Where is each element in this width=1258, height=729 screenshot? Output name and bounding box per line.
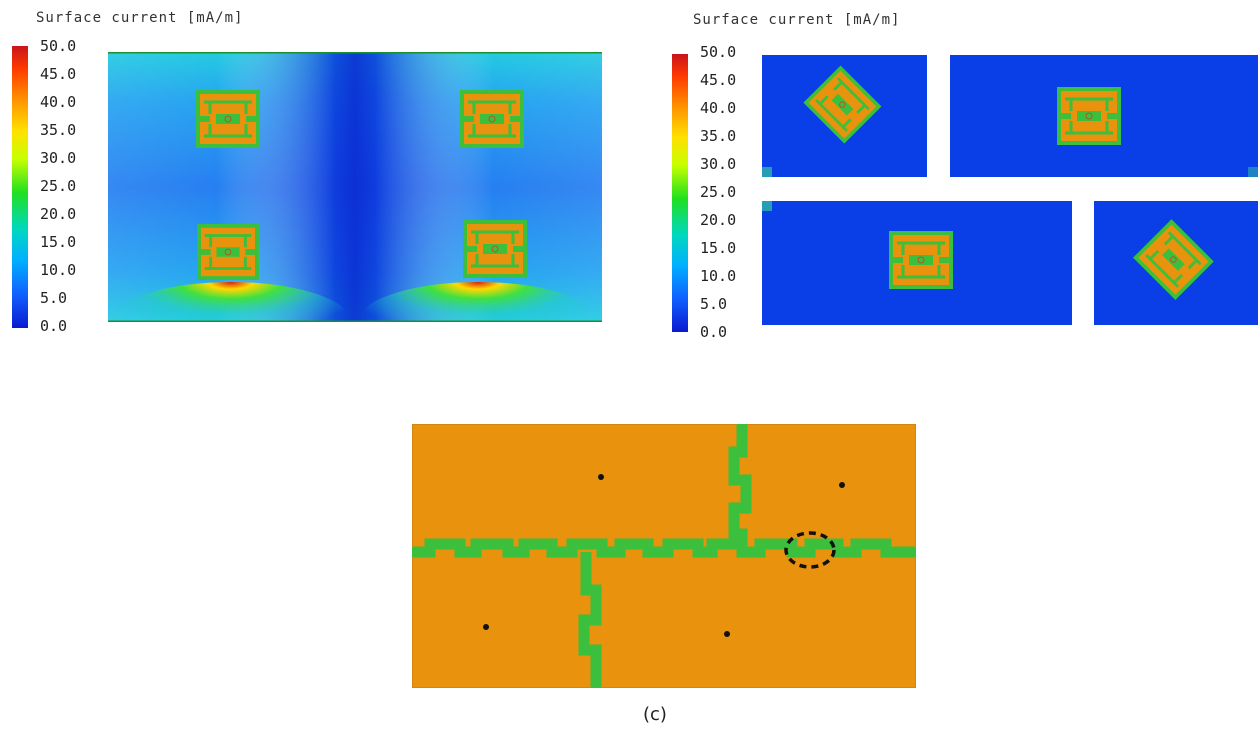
panel-a-colorbar <box>12 46 28 328</box>
horizontal-meander-slot <box>412 538 916 558</box>
panel-b-colorbar <box>672 54 688 332</box>
tick-label: 20.0 <box>40 205 77 223</box>
tick-label: 5.0 <box>40 289 68 307</box>
panel-c-caption: (c) <box>643 704 667 725</box>
feed-point-icon <box>839 482 845 488</box>
tick-label: 40.0 <box>40 93 77 111</box>
tick-label: 20.0 <box>700 211 737 229</box>
panel-b-colorbar-ticks: 50.0 45.0 40.0 35.0 30.0 25.0 20.0 15.0 … <box>700 43 760 343</box>
panel-c-ground-plane-layout <box>412 424 916 688</box>
antenna-element-icon <box>196 224 260 284</box>
antenna-element-icon <box>1130 219 1215 304</box>
panel-a-title: Surface current [mA/m] <box>36 10 244 26</box>
feed-point-icon <box>483 624 489 630</box>
tick-label: 15.0 <box>700 239 737 257</box>
tick-label: 45.0 <box>700 71 737 89</box>
panel-c-layout-svg <box>412 424 916 688</box>
panel-a-surface-current-map <box>108 52 602 322</box>
tick-label: 10.0 <box>700 267 737 285</box>
panel-b-title: Surface current [mA/m] <box>693 12 901 28</box>
tick-label: 0.0 <box>40 317 68 335</box>
antenna-element-icon <box>462 220 528 282</box>
antenna-element-icon <box>800 65 882 147</box>
tick-label: 35.0 <box>40 121 77 139</box>
tick-label: 45.0 <box>40 65 77 83</box>
tick-label: 35.0 <box>700 127 737 145</box>
antenna-element-icon <box>888 231 954 293</box>
tick-label: 0.0 <box>700 323 728 341</box>
antenna-element-icon <box>1056 87 1122 149</box>
tick-label: 30.0 <box>700 155 737 173</box>
antenna-element-icon <box>196 90 260 152</box>
panel-a-colorbar-ticks: 50.0 45.0 40.0 35.0 30.0 25.0 20.0 15.0 … <box>40 37 100 337</box>
tick-label: 25.0 <box>700 183 737 201</box>
highlight-circle-icon <box>784 531 836 569</box>
antenna-element-icon <box>460 90 524 152</box>
tick-label: 30.0 <box>40 149 77 167</box>
tick-label: 40.0 <box>700 99 737 117</box>
feed-point-icon <box>598 474 604 480</box>
tick-label: 5.0 <box>700 295 728 313</box>
tick-label: 50.0 <box>40 37 77 55</box>
tick-label: 10.0 <box>40 261 77 279</box>
tick-label: 50.0 <box>700 43 737 61</box>
tick-label: 15.0 <box>40 233 77 251</box>
tick-label: 25.0 <box>40 177 77 195</box>
feed-point-icon <box>724 631 730 637</box>
lower-vertical-meander-slot <box>578 552 602 688</box>
upper-vertical-meander-slot <box>728 424 752 552</box>
panel-b-surface-current-map <box>762 55 1258 325</box>
